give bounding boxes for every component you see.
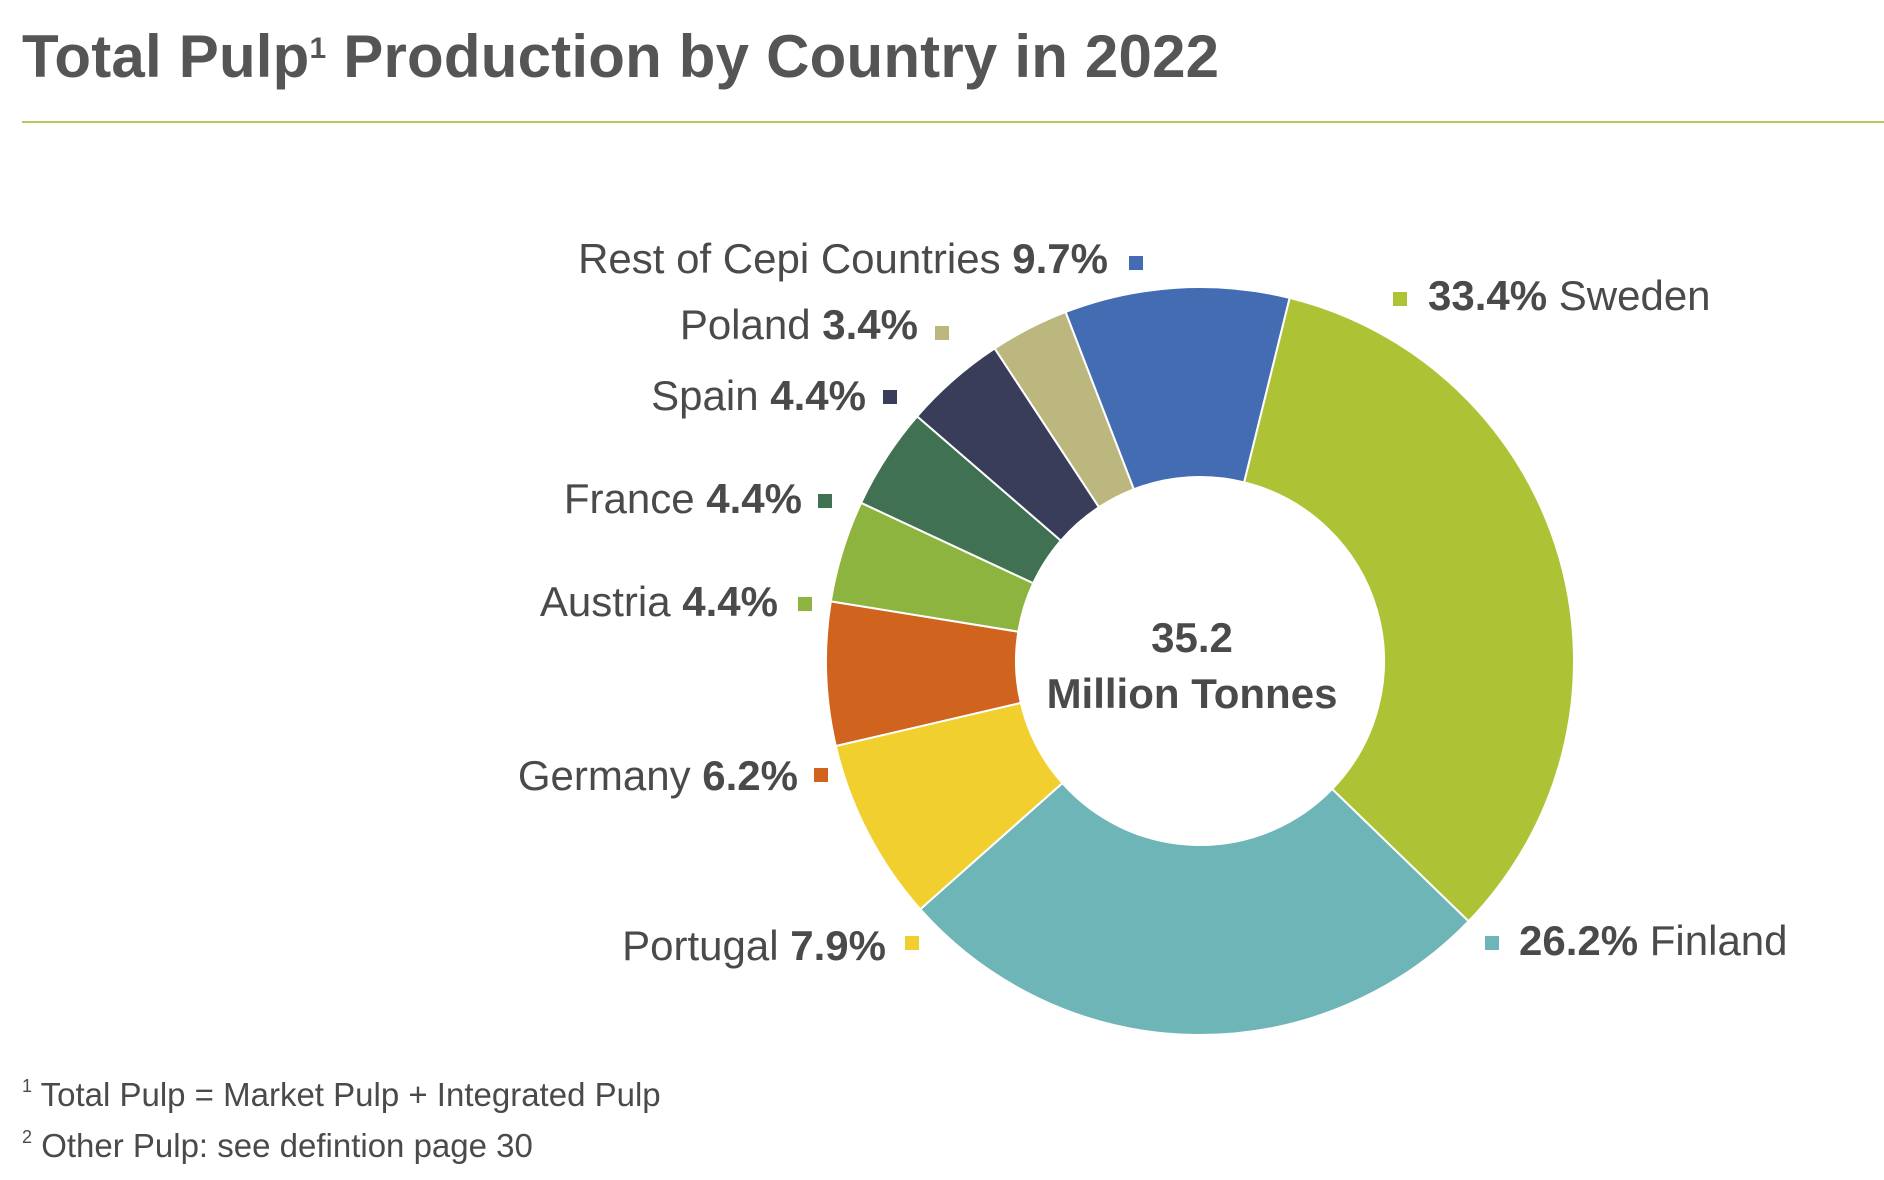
title-rest: Production by Country in 2022: [326, 23, 1220, 90]
legend-swatch-france: [818, 494, 832, 508]
slice-value-spain: 4.4%: [770, 372, 866, 419]
slice-rest-of-cepi-countries: [1064, 285, 1291, 491]
slice-name-france: France: [564, 475, 695, 522]
footnote-2: 2 Other Pulp: see defintion page 30: [22, 1117, 661, 1168]
slice-name-spain: Spain: [651, 372, 758, 419]
legend-swatch-poland: [935, 326, 949, 340]
center-total-unit: Million Tonnes: [1047, 670, 1338, 717]
legend-swatch-rest-of-cepi-countries: [1129, 256, 1143, 270]
slice-name-sweden: Sweden: [1559, 272, 1711, 319]
slice-name-germany: Germany: [518, 752, 691, 799]
slice-finland: [918, 781, 1470, 1036]
slice-label-portugal: Portugal 7.9%: [622, 922, 886, 969]
slice-label-sweden: 33.4% Sweden: [1428, 272, 1711, 319]
slice-label-austria: Austria 4.4%: [540, 578, 778, 625]
slice-value-austria: 4.4%: [682, 578, 778, 625]
title-text: Total Pulp: [22, 23, 310, 90]
slice-value-poland: 3.4%: [822, 301, 918, 348]
slice-label-poland: Poland 3.4%: [680, 301, 918, 348]
center-total-value: 35.2: [1151, 614, 1233, 661]
legend-swatch-portugal: [905, 936, 919, 950]
slice-value-rest-of-cepi-countries: 9.7%: [1012, 235, 1108, 282]
slice-label-germany: Germany 6.2%: [518, 752, 798, 799]
footnote-1-mark: 1: [22, 1076, 33, 1096]
slice-value-germany: 6.2%: [702, 752, 798, 799]
footnote-2-text: Other Pulp: see defintion page 30: [41, 1127, 533, 1164]
slice-value-france: 4.4%: [706, 475, 802, 522]
legend-swatch-finland: [1485, 936, 1499, 950]
slice-label-rest-of-cepi-countries: Rest of Cepi Countries 9.7%: [578, 235, 1108, 282]
slice-label-spain: Spain 4.4%: [651, 372, 866, 419]
footnotes: 1 Total Pulp = Market Pulp + Integrated …: [22, 1066, 661, 1168]
legend-swatch-germany: [814, 768, 828, 782]
slice-value-finland: 26.2%: [1519, 917, 1638, 964]
footnote-1: 1 Total Pulp = Market Pulp + Integrated …: [22, 1066, 661, 1117]
slice-label-france: France 4.4%: [564, 475, 802, 522]
slice-label-finland: 26.2% Finland: [1519, 917, 1788, 964]
donut-slices: [825, 285, 1575, 1036]
footnote-1-text: Total Pulp = Market Pulp + Integrated Pu…: [40, 1076, 661, 1113]
slice-name-portugal: Portugal: [622, 922, 778, 969]
slice-value-portugal: 7.9%: [790, 922, 886, 969]
page-title: Total Pulp1 Production by Country in 202…: [22, 22, 1219, 91]
legend-swatch-sweden: [1393, 292, 1407, 306]
slice-name-finland: Finland: [1650, 917, 1788, 964]
slice-name-austria: Austria: [540, 578, 671, 625]
slice-sweden: [1242, 296, 1575, 923]
footnote-2-mark: 2: [22, 1127, 33, 1147]
legend-swatch-austria: [798, 597, 812, 611]
slice-labels: 33.4% Sweden 26.2% Finland Portugal 7.9% Ge…: [518, 235, 1788, 969]
slice-name-poland: Poland: [680, 301, 811, 348]
slice-name-rest-of-cepi-countries: Rest of Cepi Countries: [578, 235, 1001, 282]
legend-swatch-spain: [883, 390, 897, 404]
title-footnote-mark: 1: [309, 32, 327, 65]
title-divider: [22, 121, 1884, 123]
slice-value-sweden: 33.4%: [1428, 272, 1547, 319]
